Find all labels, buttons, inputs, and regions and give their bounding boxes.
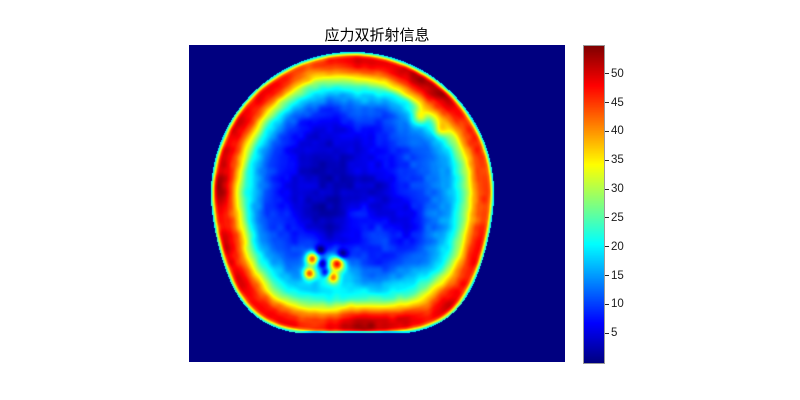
colorbar-tick-mark: [605, 332, 609, 334]
wafer-heatmap-image: [189, 45, 565, 362]
colorbar-tick-label: 20: [611, 240, 624, 253]
colorbar-tick-label: 40: [611, 125, 624, 138]
colorbar-tick-mark: [605, 217, 609, 219]
colorbar-tick-mark: [605, 303, 609, 305]
colorbar-tick-mark: [605, 102, 609, 104]
colorbar-tick-mark: [605, 275, 609, 277]
colorbar-tick-label: 45: [611, 96, 624, 109]
colorbar: [583, 45, 605, 364]
colorbar-tick-mark: [605, 73, 609, 75]
colorbar-tick-mark: [605, 246, 609, 248]
colorbar-tick-label: 50: [611, 67, 624, 80]
colorbar-tick-label: 15: [611, 269, 624, 282]
colorbar-tick-mark: [605, 159, 609, 161]
colorbar-tick-label: 10: [611, 298, 624, 311]
colorbar-gradient: [584, 46, 604, 363]
colorbar-tick-mark: [605, 130, 609, 132]
colorbar-tick-mark: [605, 188, 609, 190]
colorbar-tick-label: 30: [611, 183, 624, 196]
colorbar-tick-label: 25: [611, 211, 624, 224]
colorbar-tick-label: 35: [611, 154, 624, 167]
plot-area: [189, 45, 565, 362]
chart-title: 应力双折射信息: [324, 26, 430, 44]
colorbar-tick-label: 5: [611, 327, 618, 340]
